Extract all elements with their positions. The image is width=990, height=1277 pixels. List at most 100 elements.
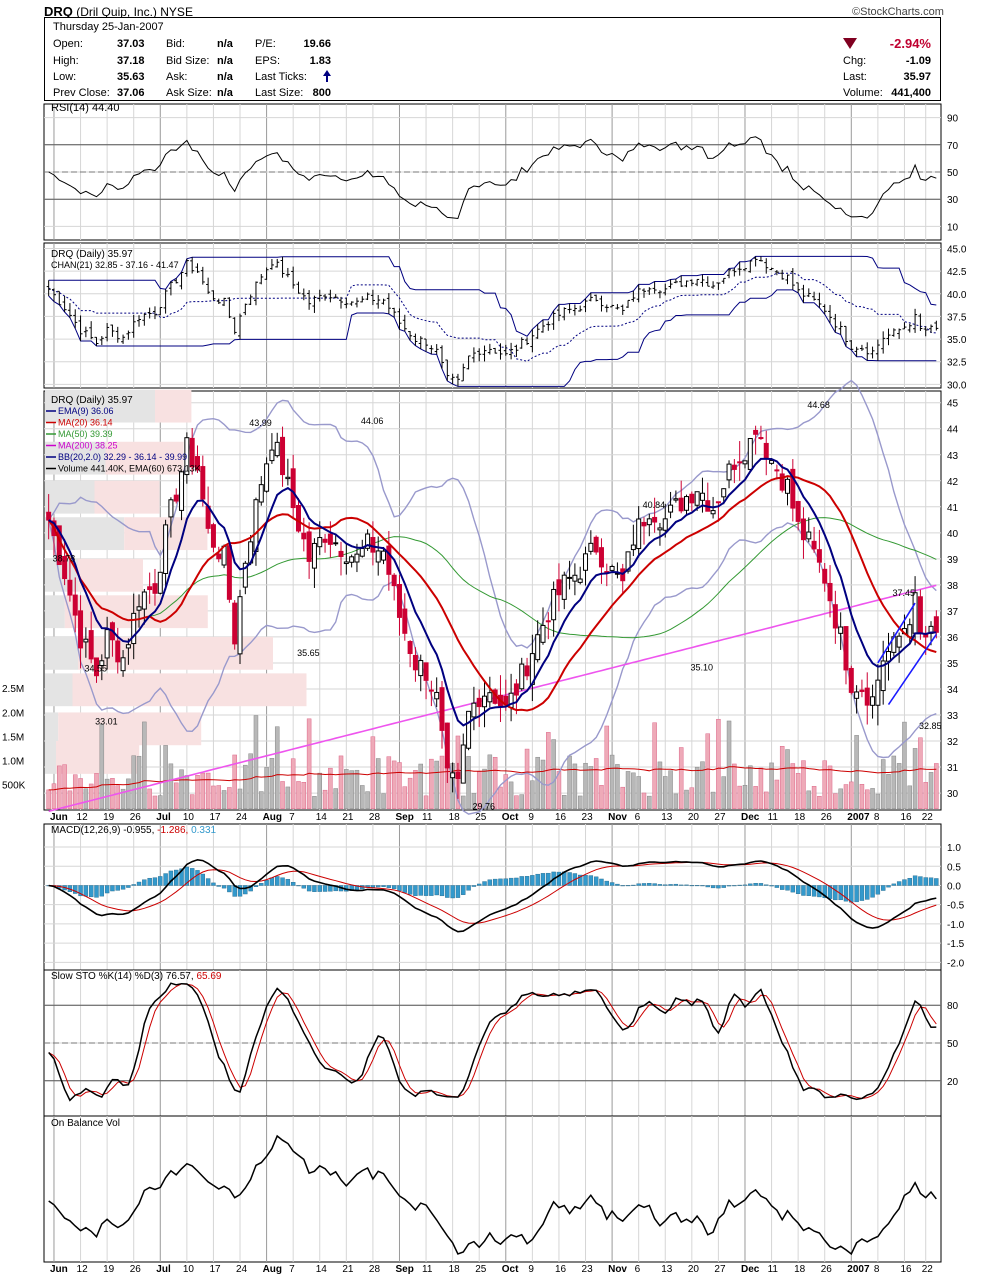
volume-bar <box>567 755 572 809</box>
volume-by-price-bar <box>45 595 65 629</box>
chan-y-tick-label: 42.5 <box>947 267 967 278</box>
candle-body <box>93 657 99 677</box>
candle-body <box>333 542 339 545</box>
macd-histogram-bar <box>599 878 604 886</box>
macd-histogram-bar <box>907 877 912 886</box>
candle-body <box>742 460 748 465</box>
x-tick-label: Aug <box>263 812 282 823</box>
candle-body <box>806 531 812 540</box>
candle-body <box>72 594 78 616</box>
candle-body <box>588 542 594 552</box>
macd-histogram-bar <box>811 885 817 897</box>
volume-bar <box>859 784 865 809</box>
macd-y-tick-label: 0.5 <box>947 862 961 873</box>
x-tick-label: 8 <box>874 812 880 823</box>
volume-bar <box>779 746 785 809</box>
x-tick-label: 8 <box>874 1264 880 1275</box>
candle-body <box>795 501 801 522</box>
volume-bar <box>232 754 237 809</box>
x-tick-label: 9 <box>528 1264 534 1275</box>
x-tick-label: 10 <box>183 1264 195 1275</box>
volume-bar <box>572 763 578 809</box>
macd-y-tick-label: 0.0 <box>947 881 961 892</box>
macd-histogram-bar <box>147 877 152 886</box>
x-tick-label: 27 <box>714 812 726 823</box>
macd-histogram-bar <box>779 885 785 890</box>
volume-bar <box>317 772 322 809</box>
candle-body <box>210 524 216 548</box>
volume-bar <box>647 795 652 809</box>
volume-bar <box>923 782 928 809</box>
candle-body <box>609 565 615 571</box>
x-tick-label: 26 <box>130 1264 142 1275</box>
volume-bar <box>264 767 269 809</box>
candle-body <box>67 579 73 596</box>
open-value: 37.03 <box>117 38 145 50</box>
candle-body <box>120 657 126 672</box>
volume-bar <box>142 721 147 809</box>
volume-bar <box>349 770 354 809</box>
macd-histogram-bar <box>439 885 445 897</box>
candle-body <box>423 662 429 681</box>
candle-body <box>875 679 881 706</box>
macd-histogram-bar <box>477 883 482 886</box>
macd-histogram-bar <box>99 885 105 897</box>
candle-body <box>896 635 902 648</box>
macd-histogram-bar <box>445 885 450 898</box>
macd-y-tick-label: -1.5 <box>947 939 965 950</box>
macd-histogram-bar <box>716 885 721 889</box>
price-y-tick-label: 32 <box>947 737 959 748</box>
volume-bar <box>365 791 370 809</box>
low-value: 35.63 <box>117 71 145 83</box>
price-y-tick-label: 42 <box>947 477 959 488</box>
volume-bar <box>583 762 588 809</box>
candle-body <box>450 772 456 779</box>
macd-histogram-bar <box>498 878 503 886</box>
volume-bar <box>471 793 477 809</box>
price-legend-item: Volume 441.40K, EMA(60) 673.13K <box>58 464 201 474</box>
candle-body <box>396 584 402 618</box>
candle-body <box>763 442 769 459</box>
macd-histogram-bar <box>886 885 891 888</box>
volume-bar <box>83 788 89 809</box>
candle-body <box>790 468 796 509</box>
volume-tick-label: 2.0M <box>2 708 24 719</box>
candle-body <box>370 537 376 553</box>
macd-histogram-bar <box>317 885 322 892</box>
x-tick-label: 26 <box>821 1264 833 1275</box>
macd-histogram-bar <box>237 885 243 897</box>
ema9-line <box>48 457 937 727</box>
volume-bar <box>163 745 168 809</box>
candle-body <box>800 518 806 541</box>
price-panel-frame <box>43 390 942 811</box>
volume-bar <box>678 747 684 809</box>
last-ticks-label: Last Ticks: <box>255 71 307 83</box>
x-tick-label: 11 <box>422 812 433 823</box>
candle-body <box>460 744 466 784</box>
chan-panel-frame <box>43 242 942 389</box>
x-tick-label: 13 <box>661 812 673 823</box>
volume-bar <box>184 775 190 809</box>
price-legend-item: BB(20,2.0) 32.29 - 36.14 - 39.99 <box>58 452 187 462</box>
volume-bar <box>173 782 179 809</box>
volume-bar <box>641 792 647 809</box>
candle-body <box>152 583 158 594</box>
candle-body <box>173 494 179 502</box>
candle-body <box>652 516 658 523</box>
price-label-35-10: 35.10 <box>690 662 713 672</box>
volume-value: 441,400 <box>891 87 931 99</box>
x-tick-label: 22 <box>922 1264 934 1275</box>
macd-histogram-bar <box>758 883 764 886</box>
macd-histogram-bar <box>673 883 679 886</box>
candle-body <box>513 683 519 696</box>
x-tick-label: 11 <box>422 1264 433 1275</box>
candle-body <box>699 492 705 501</box>
candle-body <box>758 437 764 440</box>
macd-histogram-bar <box>524 876 530 886</box>
candle-body <box>721 488 727 498</box>
price-legend-item: MA(20) 36.14 <box>58 418 113 428</box>
stockcharts-credit: ©StockCharts.com <box>852 6 944 18</box>
volume-by-price-bar <box>155 389 192 423</box>
volume-bar <box>466 756 471 809</box>
